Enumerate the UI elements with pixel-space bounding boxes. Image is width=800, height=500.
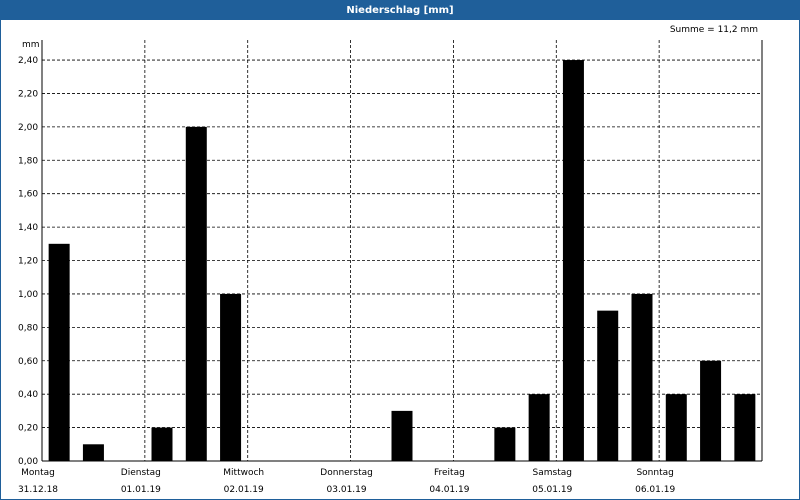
y-tick-label: 0,40 (18, 390, 38, 400)
bar (391, 410, 413, 461)
y-tick-label: 1,40 (18, 223, 38, 233)
y-tick-label: 2,40 (18, 56, 38, 66)
bar-series (48, 60, 756, 462)
y-tick-label: 1,60 (18, 190, 38, 200)
x-date-label: 06.01.19 (635, 485, 675, 495)
axes (41, 40, 763, 462)
y-tick-label: 0,60 (18, 357, 38, 367)
bar (48, 243, 70, 461)
x-day-label: Mittwoch (223, 468, 264, 478)
bar (185, 126, 207, 461)
x-date-label: 01.01.19 (121, 485, 161, 495)
sum-label: Summe = 11,2 mm (669, 25, 758, 35)
x-day-label: Freitag (434, 468, 465, 478)
x-day-label: Donnerstag (320, 468, 373, 478)
x-date-label: 31.12.18 (18, 485, 58, 495)
bar (82, 444, 104, 461)
y-tick-label: 2,20 (18, 89, 38, 99)
y-tick-label: 0,20 (18, 424, 38, 434)
x-tick-labels: Montag 31.12.18 Dienstag 01.01.19 Mittwoch 02… (18, 468, 675, 495)
x-day-label: Sonntag (636, 468, 673, 478)
y-tick-label: 1,00 (18, 290, 38, 300)
x-day-label: Montag (21, 468, 55, 478)
bar (562, 60, 584, 462)
x-date-label: 04.01.19 (429, 485, 469, 495)
bar (220, 293, 242, 461)
y-tick-label: 1,20 (18, 257, 38, 267)
bar (631, 293, 653, 461)
bar (700, 360, 722, 461)
y-tick-label: 0,00 (18, 457, 38, 467)
x-date-label: 03.01.19 (327, 485, 367, 495)
grid-lines (42, 40, 762, 461)
chart-title: Niederschlag [mm] (1, 1, 799, 20)
y-tick-label: 2,00 (18, 123, 38, 133)
bar (734, 394, 756, 461)
y-tick-label: 1,80 (18, 156, 38, 166)
x-day-label: Dienstag (121, 468, 161, 478)
y-tick-label: 0,80 (18, 323, 38, 333)
bar (597, 310, 619, 461)
y-axis-unit: mm (22, 40, 40, 50)
x-date-label: 05.01.19 (532, 485, 572, 495)
bar (528, 394, 550, 461)
x-date-label: 02.01.19 (224, 485, 264, 495)
bar (151, 427, 173, 461)
x-day-label: Samstag (533, 468, 572, 478)
bar (665, 394, 687, 461)
y-tick-labels: 0,00 0,20 0,40 0,60 0,80 1,00 1,20 1,40 1,60 1,80… (18, 56, 38, 467)
bar (494, 427, 516, 461)
